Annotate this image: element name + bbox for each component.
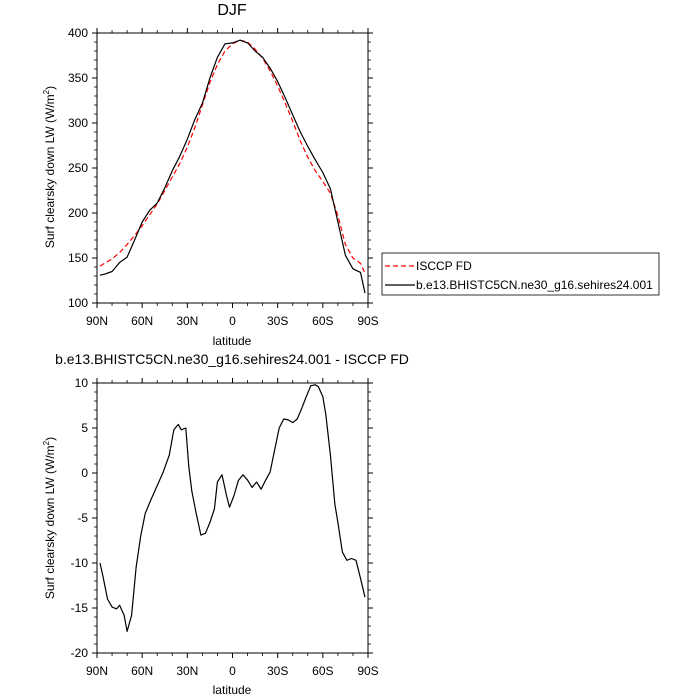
bottom-x-tick-label: 90S xyxy=(357,664,378,678)
legend-label-model: b.e13.BHISTC5CN.ne30_g16.sehires24.001 xyxy=(416,278,653,292)
top-chart-title: DJF xyxy=(217,2,247,19)
top-x-tick-label: 30S xyxy=(267,314,288,328)
bottom-x-axis-label: latitude xyxy=(213,683,252,697)
top-plot-frame xyxy=(96,32,369,304)
legend: ISCCP FD b.e13.BHISTC5CN.ne30_g16.sehire… xyxy=(381,252,660,296)
top-x-tick-label: 90S xyxy=(357,314,378,328)
bottom-chart-title: b.e13.BHISTC5CN.ne30_g16.sehires24.001 -… xyxy=(55,351,409,367)
bottom-x-tick-label: 60N xyxy=(131,664,153,678)
bottom-y-tick-label: -5 xyxy=(77,511,88,525)
top-y-tick-label: 100 xyxy=(68,296,88,310)
bottom-y-tick-label: 10 xyxy=(75,376,89,390)
top-x-tick-label: 60S xyxy=(312,314,333,328)
top-x-tick-label: 0 xyxy=(229,314,236,328)
bottom-y-tick-label: -10 xyxy=(71,556,89,570)
top-y-tick-label: 350 xyxy=(68,71,88,85)
top-y-tick-label: 400 xyxy=(68,26,88,40)
top-x-tick-label: 60N xyxy=(131,314,153,328)
bottom-x-tick-label: 30S xyxy=(267,664,288,678)
top-x-axis-label: latitude xyxy=(213,334,252,348)
top-plot-marks: 90N 60N 30N 0 30S 60S 90S 100 150 200 250 300 350 400 xyxy=(68,26,379,328)
bottom-y-tick-label: 5 xyxy=(81,421,88,435)
bottom-x-tick-label: 0 xyxy=(229,664,236,678)
top-x-tick-label: 90N xyxy=(86,314,108,328)
bottom-x-tick-label: 90N xyxy=(86,664,108,678)
top-y-tick-label: 150 xyxy=(68,251,88,265)
bottom-x-tick-label: 60S xyxy=(312,664,333,678)
top-panel: DJF Surf clearsky down LW (W/m2) latitud… xyxy=(42,2,660,348)
top-series-line-0 xyxy=(99,39,366,274)
bottom-y-tick-label: -15 xyxy=(71,601,89,615)
bottom-x-tick-label: 30N xyxy=(176,664,198,678)
bottom-y-tick-label: -20 xyxy=(71,646,89,660)
legend-box xyxy=(381,252,660,296)
top-y-tick-label: 250 xyxy=(68,161,88,175)
legend-label-isccp: ISCCP FD xyxy=(416,259,472,273)
top-y-tick-label: 200 xyxy=(68,206,88,220)
bottom-panel: b.e13.BHISTC5CN.ne30_g16.sehires24.001 -… xyxy=(42,351,409,697)
top-y-axis-label: Surf clearsky down LW (W/m2) xyxy=(42,86,57,248)
top-y-tick-label: 300 xyxy=(68,116,88,130)
bottom-series-line-0 xyxy=(99,384,366,633)
bottom-plot-marks: 90N 60N 30N 0 30S 60S 90S -20 -15 -10 -5 0 5 10 xyxy=(71,376,379,678)
top-series-line-1 xyxy=(99,39,366,294)
top-x-tick-label: 30N xyxy=(176,314,198,328)
bottom-y-axis-label: Surf clearsky down LW (W/m2) xyxy=(42,437,57,599)
bottom-y-tick-label: 0 xyxy=(81,466,88,480)
